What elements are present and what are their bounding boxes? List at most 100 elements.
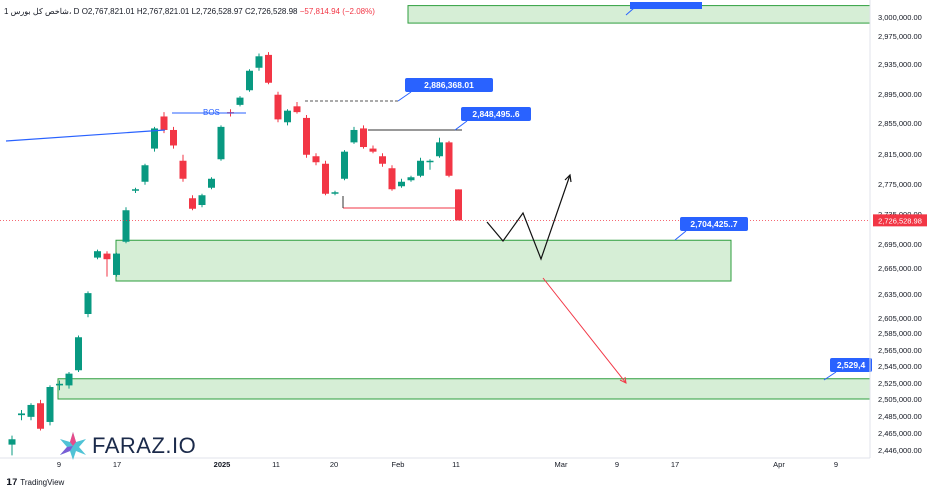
x-tick-label: 17 [113, 460, 121, 469]
y-tick-label: 2,505,000.00 [878, 395, 922, 404]
candle-body [27, 404, 35, 417]
candle-body [46, 387, 54, 422]
watermark-text: FARAZ.IO [92, 433, 197, 458]
low-value: L2,726,528.97 [191, 7, 243, 16]
callout-box [830, 358, 872, 372]
candle-body [141, 165, 149, 182]
candle-body [236, 97, 244, 105]
candle-body [426, 160, 434, 163]
candle-body [179, 160, 187, 179]
last-price-badge [873, 214, 927, 227]
ohlc-legend: 1 شاخص کل بورس، D O2,767,821.01 H2,767,8… [4, 7, 375, 16]
mid-demand-zone [115, 239, 732, 282]
y-tick-label: 2,695,000.00 [878, 240, 922, 249]
candle-body [417, 160, 424, 176]
candle-body [37, 403, 44, 429]
candle-body [132, 189, 139, 191]
x-tick-label: 2025 [214, 460, 231, 469]
y-tick-label: 2,895,000.00 [878, 90, 922, 99]
candle-body [407, 177, 415, 181]
candle-body [436, 142, 443, 157]
callout-leader [397, 91, 412, 102]
candle-body [151, 128, 158, 149]
tradingview-footer[interactable]: 𝟭7 TradingView [6, 477, 64, 488]
candle-body [445, 142, 453, 176]
y-tick-label: 2,975,000.00 [878, 32, 922, 41]
faraz-star-logo-icon [60, 432, 86, 460]
candle-body [75, 337, 82, 371]
candle-body [208, 178, 215, 188]
y-tick-label: 2,635,000.00 [878, 290, 922, 299]
x-tick-label: 20 [330, 460, 338, 469]
open-value: O2,767,821.01 [81, 7, 135, 16]
candle-body [350, 129, 358, 143]
candle-body [265, 54, 272, 83]
last-price-label: 2,726,528.98 [878, 216, 922, 225]
candle-body [369, 148, 377, 152]
callout-box [405, 78, 493, 92]
x-tick-label: 11 [452, 460, 460, 469]
y-tick-label: 2,585,000.00 [878, 329, 922, 338]
x-tick-label: Apr [773, 460, 785, 469]
x-tick-label: Feb [392, 460, 405, 469]
candle-body [113, 253, 120, 275]
candle-body [56, 383, 63, 386]
candle-body [255, 56, 263, 68]
close-value: C2,726,528.98 [245, 7, 298, 16]
bearish-arrowhead [619, 376, 627, 384]
y-tick-label: 2,565,000.00 [878, 346, 922, 355]
candle-body [122, 210, 130, 242]
candle-body [379, 156, 386, 164]
change-value: −57,814.94 (−2.08%) [299, 7, 375, 16]
tradingview-text: TradingView [20, 478, 65, 487]
candle-body [284, 110, 291, 123]
candle-body [331, 192, 339, 194]
x-tick-label: Mar [555, 460, 568, 469]
y-tick-label: 2,485,000.00 [878, 412, 922, 421]
candle-body [8, 439, 16, 445]
y-tick-label: 2,775,000.00 [878, 180, 922, 189]
projection-arrowhead [564, 173, 572, 183]
callout-leader [454, 120, 468, 131]
candle-body [388, 168, 396, 190]
top-callout-box [630, 2, 702, 9]
candle-body [198, 195, 206, 205]
y-tick-label: 2,935,000.00 [878, 60, 922, 69]
y-tick-label: 2,465,000.00 [878, 429, 922, 438]
y-tick-label: 2,855,000.00 [878, 119, 922, 128]
candle-body [160, 116, 168, 130]
low-demand-zone [57, 378, 871, 400]
candle-body [18, 413, 25, 416]
high-value: H2,767,821.01 [136, 7, 190, 16]
candle-body [84, 293, 92, 314]
candle-body [94, 251, 101, 258]
bos-label: BOS [203, 108, 220, 117]
candle-body [455, 189, 462, 221]
candle-body [341, 151, 348, 179]
x-tick-label: 9 [57, 460, 61, 469]
tradingview-logo-icon: 𝟭7 [6, 477, 18, 487]
watermark-logo: FARAZ.IO [58, 431, 196, 461]
x-tick-label: 17 [671, 460, 679, 469]
candle-body [312, 156, 320, 163]
candle-body [303, 117, 310, 155]
y-tick-label: 2,525,000.00 [878, 379, 922, 388]
x-tick-label: 9 [615, 460, 619, 469]
y-tick-label: 2,665,000.00 [878, 264, 922, 273]
candle-body [398, 181, 405, 187]
callout-leader [823, 371, 837, 381]
callout-price-label: 2,848,495..6 [472, 109, 520, 119]
y-tick-label: 2,545,000.00 [878, 362, 922, 371]
candle-body [246, 70, 253, 91]
y-tick-label: 2,446,000.00 [878, 446, 922, 455]
bearish-arrow-line [542, 277, 627, 384]
callout-box [461, 107, 531, 121]
candle-body [360, 128, 367, 148]
callout-box [680, 217, 748, 231]
candle-body [293, 106, 301, 113]
candle-body [103, 253, 111, 260]
top-callout-leader [625, 7, 635, 16]
symbol-label: 1 شاخص کل بورس، D [4, 7, 80, 16]
x-tick-label: 9 [834, 460, 838, 469]
